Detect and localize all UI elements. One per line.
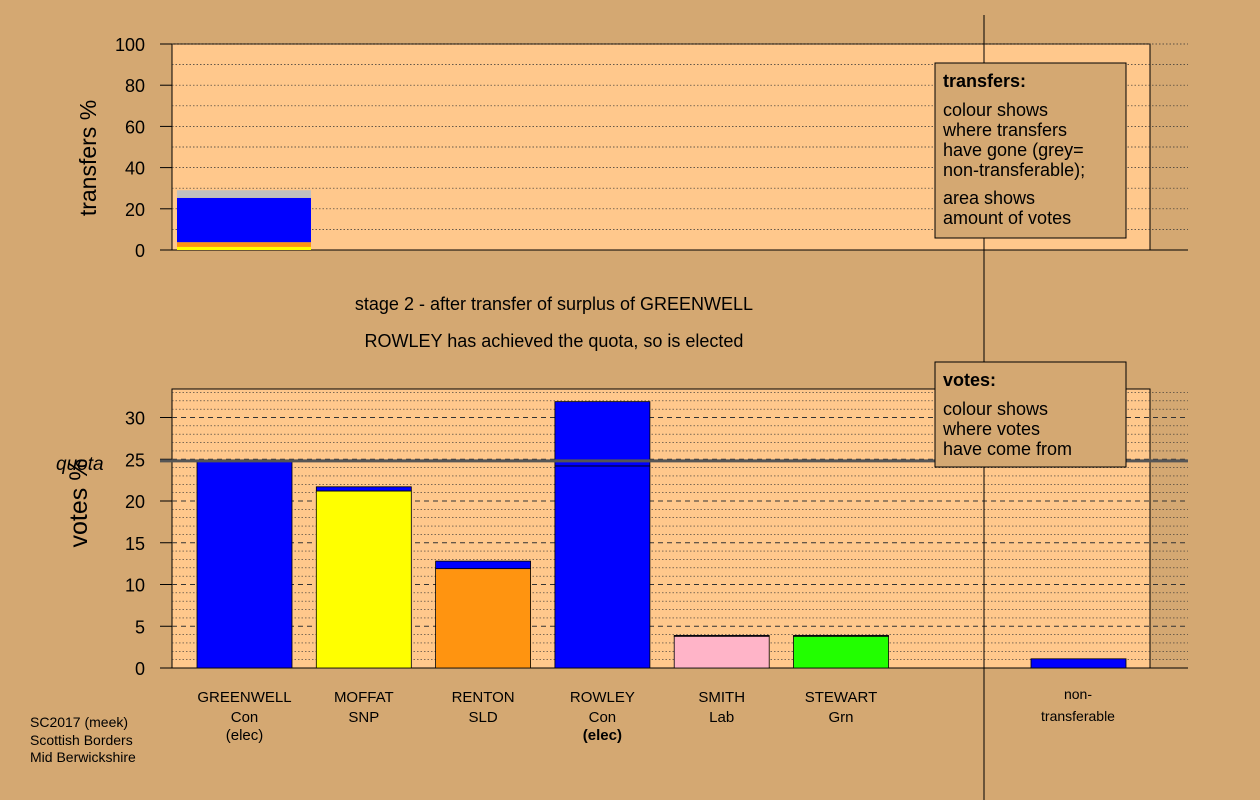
transfers-y-tick-label: 20	[125, 200, 145, 220]
transfers-bars	[177, 190, 311, 250]
nontransferable-label: non-	[1064, 686, 1092, 702]
votes-legend-line: where votes	[942, 419, 1040, 439]
candidate-party: Con	[589, 709, 617, 726]
candidate-party: SNP	[348, 709, 379, 726]
footnote-line: Mid Berwickshire	[30, 749, 136, 765]
votes-y-tick-label: 15	[125, 534, 145, 554]
votes-bar-segment	[196, 460, 293, 669]
quota-label: quota	[56, 454, 104, 475]
footnote-line: SC2017 (meek)	[30, 714, 128, 730]
votes-bar-segment	[673, 635, 770, 669]
candidate-name: STEWART	[805, 689, 878, 706]
transfers-legend-line: where transfers	[942, 120, 1067, 140]
votes-bar-segment	[554, 465, 651, 669]
transfers-bar-segment	[177, 242, 311, 247]
nontransferable-label: transferable	[1041, 708, 1115, 724]
footnote-line: Scottish Borders	[30, 732, 133, 748]
transfers-legend-line: area shows	[943, 188, 1035, 208]
candidate-status: (elec)	[226, 727, 264, 744]
votes-y-axis-label: votes %	[65, 459, 93, 548]
votes-bar-segment	[1030, 658, 1127, 669]
votes-bar-segment	[435, 560, 532, 570]
votes-bar-segment	[435, 568, 532, 669]
transfers-legend-heading: transfers:	[943, 71, 1026, 91]
candidate-name: RENTON	[452, 689, 515, 706]
candidate-party: Con	[231, 709, 259, 726]
transfers-legend-line: have gone (grey=	[943, 140, 1084, 160]
votes-bar-segment	[793, 635, 889, 669]
votes-legend-line: have come from	[943, 439, 1072, 459]
transfers-bar-segment	[177, 197, 311, 243]
candidate-labels: GREENWELLCon(elec)MOFFATSNPRENTONSLDROWL…	[197, 686, 1115, 744]
transfers-bar-segment	[177, 190, 311, 198]
votes-bar-segment	[793, 635, 889, 637]
transfers-legend-line: non-transferable);	[943, 160, 1085, 180]
votes-y-tick-label: 30	[125, 409, 145, 429]
footnote: SC2017 (meek) Scottish Borders Mid Berwi…	[30, 714, 136, 765]
transfers-bar-segment	[177, 246, 311, 250]
votes-legend: votes: colour shows where votes have com…	[934, 361, 1127, 468]
votes-legend-heading: votes:	[943, 370, 996, 390]
candidate-party: Grn	[828, 709, 853, 726]
stage-subtitle: ROWLEY has achieved the quota, so is ele…	[365, 331, 744, 351]
candidate-party: SLD	[469, 709, 498, 726]
candidate-party: Lab	[709, 709, 734, 726]
votes-y-tick-label: 10	[125, 576, 145, 596]
transfers-y-tick-label: 80	[125, 76, 145, 96]
stage-title: stage 2 - after transfer of surplus of G…	[355, 294, 753, 314]
transfers-y-axis-label: transfers %	[75, 100, 101, 216]
transfers-y-tick-label: 0	[135, 241, 145, 261]
candidate-status: (elec)	[583, 727, 622, 744]
transfers-legend-line: amount of votes	[943, 208, 1071, 228]
votes-legend-line: colour shows	[943, 399, 1048, 419]
candidate-name: SMITH	[698, 689, 745, 706]
candidate-name: ROWLEY	[570, 689, 635, 706]
transfers-y-tick-label: 60	[125, 117, 145, 137]
candidate-name: GREENWELL	[197, 689, 291, 706]
votes-y-tick-label: 25	[125, 450, 145, 470]
votes-y-tick-label: 20	[125, 492, 145, 512]
transfers-legend-line: colour shows	[943, 100, 1048, 120]
votes-bar-segment	[315, 486, 412, 492]
votes-y-tick-label: 5	[135, 617, 145, 637]
transfers-y-axis: 0 20 40 60 80 100	[115, 35, 1188, 261]
votes-bar-segment	[673, 635, 770, 637]
votes-bar-segment	[315, 490, 412, 669]
transfers-y-tick-label: 40	[125, 159, 145, 179]
candidate-name: MOFFAT	[334, 689, 394, 706]
votes-y-tick-label: 0	[135, 659, 145, 679]
transfers-y-tick-label: 100	[115, 35, 145, 55]
transfers-legend: transfers: colour shows where transfers …	[934, 62, 1127, 239]
votes-bar-segment	[554, 401, 651, 467]
